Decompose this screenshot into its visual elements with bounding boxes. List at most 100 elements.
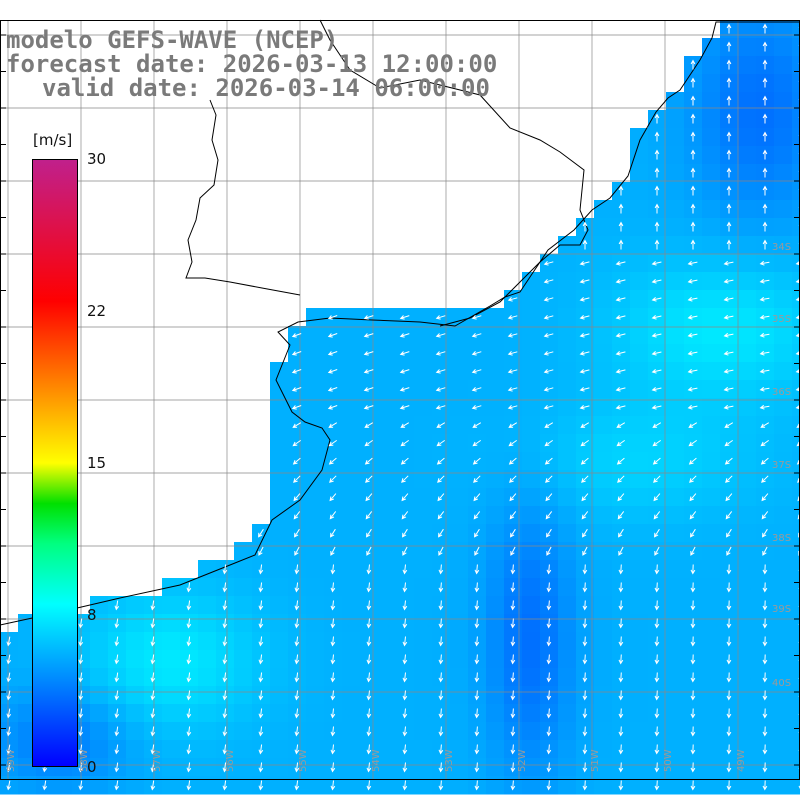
wind-vector-arrow: [6, 726, 12, 737]
wind-cell: [270, 704, 289, 723]
wind-cell: [90, 704, 109, 723]
wind-cell: [486, 632, 505, 651]
wind-vector-arrow: [78, 690, 84, 701]
wind-cell: [378, 488, 397, 507]
wind-vector-arrow: [654, 149, 660, 160]
wind-vector-arrow: [474, 546, 480, 556]
wind-vector-arrow: [615, 369, 626, 374]
wind-cell: [792, 452, 800, 471]
wind-cell: [342, 470, 361, 489]
wind-cell: [792, 686, 800, 705]
wind-vector-arrow: [723, 278, 734, 284]
wind-cell: [162, 740, 181, 759]
wind-cell: [666, 128, 685, 147]
wind-cell: [594, 704, 613, 723]
wind-cell: [702, 686, 721, 705]
wind-cell: [630, 740, 649, 759]
wind-vector-arrow: [258, 762, 264, 773]
wind-cell: [234, 758, 253, 777]
wind-vector-arrow: [546, 528, 552, 538]
wind-vector-arrow: [546, 762, 552, 773]
longitude-label: 51W: [590, 749, 601, 772]
wind-vector-arrow: [291, 333, 302, 338]
wind-vector-arrow: [438, 726, 444, 737]
wind-vector-arrow: [474, 744, 480, 755]
wind-vector-arrow: [186, 582, 192, 593]
wind-cell: [666, 218, 685, 237]
wind-vector-arrow: [690, 131, 696, 142]
wind-vector-arrow: [690, 582, 696, 593]
wind-vector-arrow: [653, 493, 661, 502]
wind-vector-arrow: [291, 369, 302, 374]
wind-vector-arrow: [186, 672, 192, 683]
wind-cell: [738, 596, 757, 615]
wind-vector-arrow: [726, 780, 732, 791]
wind-vector-arrow: [366, 690, 372, 701]
wind-vector-arrow: [762, 59, 768, 70]
wind-vector-arrow: [471, 369, 482, 374]
wind-cell: [342, 398, 361, 417]
wind-vector-arrow: [510, 690, 516, 701]
wind-cell: [594, 254, 613, 273]
wind-cell: [522, 470, 541, 489]
wind-vector-arrow: [690, 77, 696, 88]
wind-vector-arrow: [150, 780, 156, 791]
wind-vector-arrow: [654, 564, 660, 575]
wind-cell: [774, 524, 793, 543]
wind-vector-arrow: [6, 636, 12, 647]
wind-vector-arrow: [150, 672, 156, 683]
wind-cell: [162, 632, 181, 651]
wind-cell: [486, 308, 505, 327]
wind-cell: [774, 686, 793, 705]
wind-cell: [702, 470, 721, 489]
wind-vector-arrow: [150, 744, 156, 755]
wind-vector-arrow: [690, 203, 696, 214]
wind-cell: [270, 722, 289, 741]
wind-vector-arrow: [507, 405, 518, 410]
wind-vector-arrow: [438, 708, 444, 719]
wind-vector-arrow: [222, 690, 228, 701]
wind-cell: [306, 578, 325, 597]
wind-vector-arrow: [654, 744, 660, 755]
wind-cell: [666, 416, 685, 435]
wind-cell: [450, 506, 469, 525]
wind-vector-arrow: [114, 726, 120, 737]
wind-vector-arrow: [618, 780, 624, 791]
wind-vector-arrow: [615, 405, 626, 410]
wind-vector-arrow: [437, 511, 445, 520]
wind-vector-arrow: [726, 726, 732, 737]
wind-cell: [594, 362, 613, 381]
wind-vector-arrow: [474, 636, 480, 647]
wind-cell: [486, 344, 505, 363]
wind-vector-arrow: [546, 726, 552, 737]
wind-vector-arrow: [291, 387, 302, 392]
wind-cell: [414, 704, 433, 723]
wind-vector-arrow: [366, 726, 372, 737]
wind-vector-arrow: [365, 475, 373, 483]
wind-vector-arrow: [510, 654, 516, 665]
colorbar-tick-0: 0: [87, 758, 97, 776]
colorbar-tick-30: 30: [87, 150, 107, 168]
wind-cell: [774, 542, 793, 561]
wind-cell: [450, 596, 469, 615]
wind-cell: [414, 758, 433, 777]
wind-cell: [342, 740, 361, 759]
wind-vector-arrow: [510, 546, 516, 556]
wind-vector-arrow: [618, 708, 624, 719]
wind-cell: [486, 326, 505, 345]
wind-cell: [558, 434, 577, 453]
wind-cell: [666, 722, 685, 741]
wind-vector-arrow: [725, 493, 733, 502]
wind-cell: [630, 308, 649, 327]
wind-vector-arrow: [471, 405, 482, 410]
longitude-label: 53W: [444, 749, 455, 772]
wind-vector-arrow: [186, 780, 192, 791]
wind-cell: [738, 722, 757, 741]
wind-cell: [450, 776, 469, 795]
wind-cell: [126, 704, 145, 723]
wind-cell: [486, 686, 505, 705]
wind-vector-arrow: [762, 726, 768, 737]
wind-cell: [198, 722, 217, 741]
wind-cell: [342, 758, 361, 777]
wind-vector-arrow: [545, 511, 553, 520]
